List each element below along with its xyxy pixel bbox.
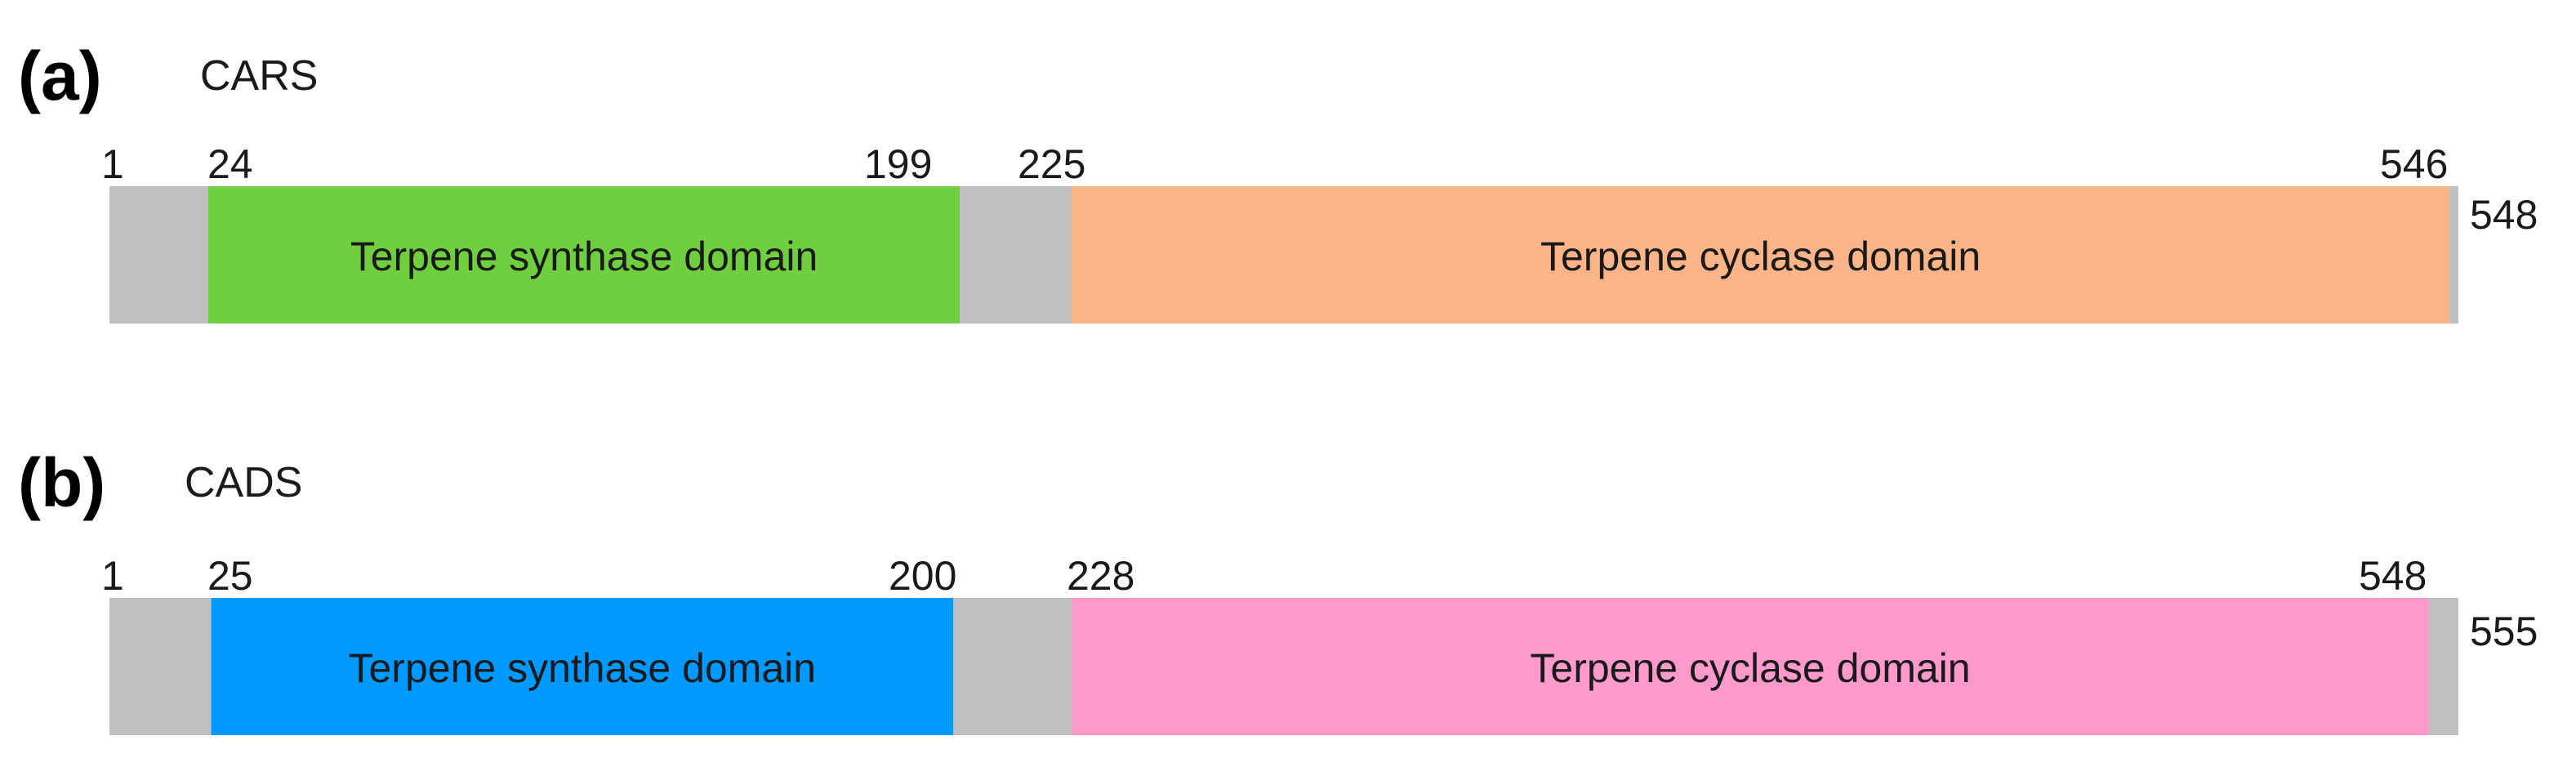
position-label-synthase-start-cads: 25: [207, 553, 253, 599]
terpene-synthase-domain-cads: [211, 598, 954, 735]
position-label-synthase-start-cars: 24: [207, 141, 253, 187]
position-label-length-cads: 555: [2470, 609, 2538, 654]
position-label-length-cars: 548: [2470, 192, 2538, 238]
terpene-cyclase-domain-label-cars: Terpene cyclase domain: [1540, 234, 1981, 279]
position-label-start-cads: 1: [101, 553, 124, 599]
terpene-synthase-domain-cars: [207, 186, 960, 323]
panel-b: (b) CADS Terpene synthase domain Terpene…: [18, 444, 2538, 735]
terpene-cyclase-domain-label-cads: Terpene cyclase domain: [1530, 645, 1970, 691]
terpene-synthase-domain-label-cars: Terpene synthase domain: [350, 234, 818, 279]
protein-name-cars: CARS: [200, 52, 318, 100]
terpene-synthase-domain-label-cads: Terpene synthase domain: [349, 645, 817, 691]
position-label-synthase-end-cars: 199: [864, 141, 932, 187]
position-label-cyclase-end-cads: 548: [2359, 553, 2427, 599]
position-label-cyclase-end-cars: 546: [2380, 141, 2448, 187]
position-label-start-cars: 1: [101, 141, 124, 187]
protein-name-cads: CADS: [185, 459, 302, 506]
panel-letter-b: (b): [18, 444, 105, 521]
panel-a: (a) CARS Terpene synthase domain Terpene…: [18, 38, 2538, 323]
terpene-cyclase-domain-cars: [1071, 186, 2450, 323]
terpene-cyclase-domain-cads: [1072, 598, 2429, 735]
position-label-synthase-end-cads: 200: [889, 553, 956, 599]
position-label-cyclase-start-cars: 225: [1018, 141, 1085, 187]
panel-letter-a: (a): [18, 38, 102, 114]
position-label-cyclase-start-cads: 228: [1067, 553, 1134, 599]
